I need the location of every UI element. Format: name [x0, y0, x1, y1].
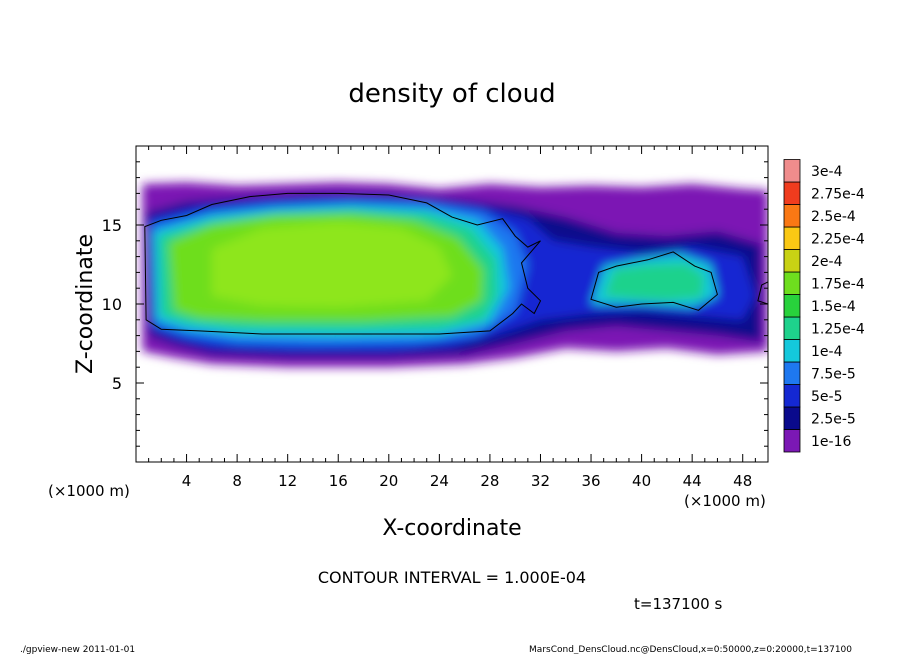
x-tick-label: 48 [733, 472, 752, 490]
colorbar-label: 1.5e-4 [811, 299, 856, 315]
contour-interval-text: CONTOUR INTERVAL = 1.000E-04 [318, 568, 586, 587]
y-unit-label: (×1000 m) [48, 482, 130, 500]
x-tick-label: 24 [430, 472, 449, 490]
contour-line-right [590, 251, 718, 311]
x-tick-label: 8 [232, 472, 242, 490]
colorbar-swatch [783, 226, 801, 250]
colorbar-swatch [783, 204, 801, 228]
colorbar: 1e-16 2.5e-5 5e-5 7.5e-5 1e-4 1.25e-4 1.5e-4 1.… [783, 159, 865, 453]
x-tick-label: 44 [683, 472, 702, 490]
colorbar-swatch [783, 294, 801, 318]
colorbar-swatch [783, 316, 801, 340]
colorbar-label: 1e-4 [811, 344, 843, 360]
x-unit-label: (×1000 m) [684, 492, 766, 510]
y-tick-label: 10 [102, 295, 122, 314]
colorbar-label: 1.75e-4 [811, 276, 865, 292]
colorbar-swatch [783, 159, 801, 183]
colorbar-swatch [783, 406, 801, 430]
colorbar-swatch [783, 181, 801, 205]
colorbar-label: 2.75e-4 [811, 186, 865, 202]
colorbar-swatch [783, 384, 801, 408]
colorbar-swatch [783, 271, 801, 295]
y-tick-label: 5 [112, 374, 122, 393]
x-tick-label: 20 [379, 472, 398, 490]
colorbar-label: 1.25e-4 [811, 321, 865, 337]
chart-title: density of cloud [348, 79, 555, 109]
y-tick-label: 15 [102, 216, 122, 235]
x-tick-label: 36 [581, 472, 600, 490]
colorbar-label: 1e-16 [811, 434, 851, 450]
colorbar-swatch [783, 361, 801, 385]
colorbar-label: 2e-4 [811, 254, 843, 270]
colorbar-label: 7.5e-5 [811, 366, 856, 382]
contour-line-edge [757, 281, 768, 305]
cloud-right-green [603, 262, 705, 301]
colorbar-label: 3e-4 [811, 164, 843, 180]
x-tick-label: 32 [531, 472, 550, 490]
colorbar-swatch [783, 249, 801, 273]
colorbar-swatch [783, 339, 801, 363]
footer-left: ./gpview-new 2011-01-01 [20, 645, 135, 654]
time-label: t=137100 s [634, 595, 722, 613]
x-axis-label: X-coordinate [382, 516, 521, 541]
colorbar-label: 2.5e-4 [811, 209, 856, 225]
plot-area [142, 182, 768, 368]
contour-line-main [144, 192, 542, 335]
colorbar-label: 2.5e-5 [811, 411, 856, 427]
y-axis-label: Z-coordinate [73, 234, 98, 374]
colorbar-label: 5e-5 [811, 389, 842, 405]
colorbar-swatch [783, 429, 801, 453]
x-tick-label: 16 [329, 472, 348, 490]
cloud-core-inner [211, 221, 452, 308]
x-tick-label: 4 [182, 472, 192, 490]
colorbar-label: 2.25e-4 [811, 231, 865, 247]
x-tick-label: 28 [480, 472, 499, 490]
x-tick-label: 12 [278, 472, 297, 490]
footer-right: MarsCond_DensCloud.nc@DensCloud,x=0:5000… [529, 645, 852, 654]
x-tick-label: 40 [632, 472, 651, 490]
